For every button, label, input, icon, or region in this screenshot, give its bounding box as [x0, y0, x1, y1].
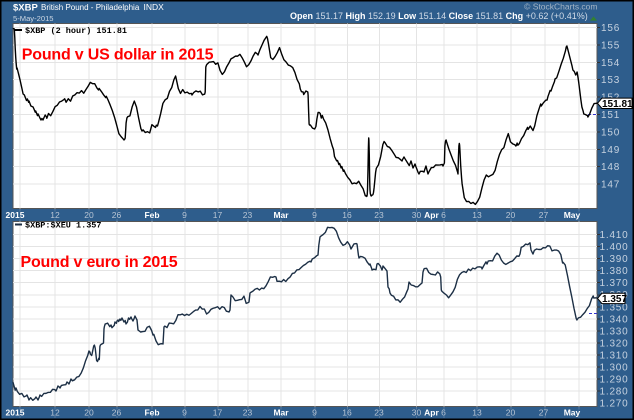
svg-text:2015: 2015 [6, 408, 25, 418]
svg-text:6: 6 [441, 408, 446, 418]
svg-text:20: 20 [506, 210, 516, 220]
svg-text:150: 150 [601, 127, 620, 138]
svg-text:1.310: 1.310 [600, 351, 629, 362]
svg-text:$XBP: $XBP [13, 3, 38, 14]
svg-text:Apr: Apr [424, 210, 439, 220]
svg-text:1.350: 1.350 [600, 302, 629, 313]
svg-text:1.380: 1.380 [600, 266, 629, 277]
svg-text:154: 154 [601, 58, 620, 69]
svg-text:16: 16 [342, 210, 352, 220]
svg-text:9: 9 [182, 408, 187, 418]
svg-text:27: 27 [539, 210, 549, 220]
svg-text:12: 12 [50, 408, 60, 418]
svg-text:1.290: 1.290 [600, 375, 629, 386]
svg-text:23: 23 [374, 408, 384, 418]
svg-text:30: 30 [412, 408, 422, 418]
svg-text:26: 26 [112, 210, 122, 220]
svg-text:149: 149 [601, 145, 620, 156]
svg-text:Pound v US dollar in 2015: Pound v US dollar in 2015 [22, 47, 214, 64]
svg-text:1.400: 1.400 [600, 242, 629, 253]
svg-text:Apr: Apr [424, 408, 439, 418]
svg-text:Pound v euro in 2015: Pound v euro in 2015 [21, 254, 178, 271]
svg-text:1.320: 1.320 [600, 338, 629, 349]
svg-text:$XBP (2 hour) 151.81: $XBP (2 hour) 151.81 [25, 26, 127, 36]
svg-text:$XBP:$XEU 1.357: $XBP:$XEU 1.357 [25, 221, 102, 231]
svg-text:1.330: 1.330 [600, 326, 629, 337]
svg-text:156: 156 [601, 23, 620, 34]
svg-text:© StockCharts.com: © StockCharts.com [524, 2, 597, 12]
svg-text:17: 17 [213, 210, 223, 220]
svg-text:1.390: 1.390 [600, 254, 629, 265]
svg-text:151.81: 151.81 [602, 99, 633, 110]
svg-text:20: 20 [84, 408, 94, 418]
svg-text:9: 9 [182, 210, 187, 220]
svg-text:153: 153 [601, 75, 620, 86]
svg-text:9: 9 [312, 210, 317, 220]
svg-text:30: 30 [412, 210, 422, 220]
svg-text:13: 13 [472, 408, 482, 418]
svg-text:148: 148 [601, 162, 620, 173]
svg-text:147: 147 [601, 180, 620, 191]
svg-text:12: 12 [50, 210, 60, 220]
svg-text:Mar: Mar [273, 210, 289, 220]
svg-text:17: 17 [213, 408, 223, 418]
svg-text:Feb: Feb [144, 408, 159, 418]
svg-text:1.410: 1.410 [600, 230, 629, 241]
svg-text:27: 27 [539, 408, 549, 418]
svg-text:23: 23 [374, 210, 384, 220]
svg-text:1.280: 1.280 [600, 387, 629, 398]
svg-text:May: May [564, 408, 581, 418]
svg-text:26: 26 [112, 408, 122, 418]
svg-text:Mar: Mar [273, 408, 289, 418]
svg-text:13: 13 [472, 210, 482, 220]
svg-text:23: 23 [243, 408, 253, 418]
svg-text:INDX: INDX [144, 2, 165, 12]
svg-text:20: 20 [84, 210, 94, 220]
svg-text:5-May-2015: 5-May-2015 [13, 14, 54, 23]
svg-text:2015: 2015 [6, 210, 25, 220]
svg-text:1.357: 1.357 [602, 294, 627, 305]
svg-text:155: 155 [601, 40, 620, 51]
svg-text:1.370: 1.370 [600, 278, 629, 289]
svg-text:May: May [564, 210, 581, 220]
svg-text:Open 151.17 High 152.19 Low 15: Open 151.17 High 152.19 Low 151.14 Close… [290, 11, 588, 21]
svg-text:23: 23 [243, 210, 253, 220]
svg-text:1.340: 1.340 [600, 314, 629, 325]
svg-text:20: 20 [506, 408, 516, 418]
svg-text:9: 9 [312, 408, 317, 418]
svg-text:Feb: Feb [144, 210, 159, 220]
svg-text:151: 151 [601, 110, 620, 121]
svg-text:6: 6 [441, 210, 446, 220]
svg-text:1.300: 1.300 [600, 363, 629, 374]
svg-text:British Pound - Philadelphia: British Pound - Philadelphia [41, 3, 140, 12]
svg-text:16: 16 [342, 408, 352, 418]
svg-text:1.270: 1.270 [600, 399, 629, 410]
